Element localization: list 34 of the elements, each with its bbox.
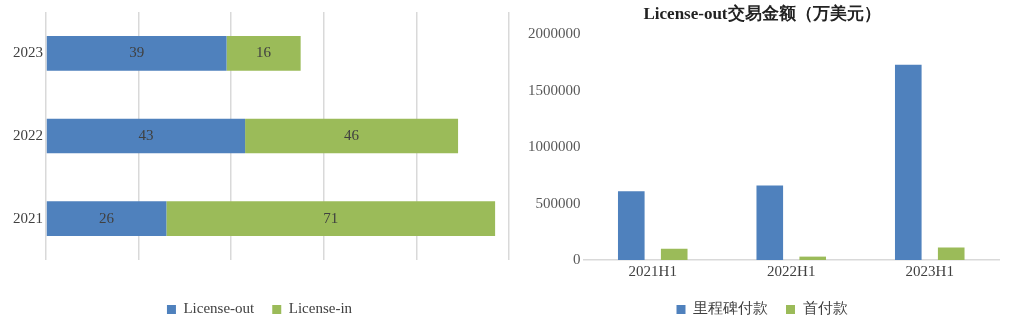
bar — [46, 201, 167, 237]
y-tick-label: 2022 — [13, 126, 43, 143]
x-tick-label: 2023H1 — [905, 262, 954, 279]
legend-label: License-out — [183, 300, 256, 317]
bar — [617, 191, 645, 260]
y-tick-label: 1000000 — [528, 138, 581, 155]
data-label: 43 — [138, 126, 154, 143]
data-label: 46 — [344, 126, 360, 143]
y-tick-label: 1500000 — [528, 81, 581, 98]
bar — [245, 118, 459, 154]
bar — [937, 247, 965, 260]
legend-label: 首付款 — [802, 300, 848, 317]
x-tick-label: 2022H1 — [767, 262, 816, 279]
data-label: 26 — [99, 209, 115, 226]
y-tick-label: 500000 — [535, 194, 581, 211]
y-tick-label: 2021 — [13, 209, 43, 226]
legend-label: 里程碑付款 — [693, 300, 768, 317]
y-tick-label: 2023 — [13, 44, 43, 61]
bar — [894, 64, 922, 260]
data-label: 16 — [256, 44, 272, 61]
y-tick-label: 0 — [573, 250, 581, 267]
bar — [799, 256, 827, 260]
legend-label: License-in — [288, 300, 353, 317]
bar — [756, 185, 784, 260]
chart-title: License-out交易金额（万美元） — [643, 3, 881, 23]
bar — [46, 35, 227, 71]
y-tick-label: 2000000 — [528, 25, 581, 42]
bar — [46, 118, 246, 154]
x-tick-label: 2021H1 — [628, 262, 677, 279]
bar — [226, 35, 301, 71]
data-label: 71 — [323, 209, 339, 226]
bar — [166, 201, 496, 237]
bar — [660, 248, 688, 260]
data-label: 39 — [129, 44, 145, 61]
